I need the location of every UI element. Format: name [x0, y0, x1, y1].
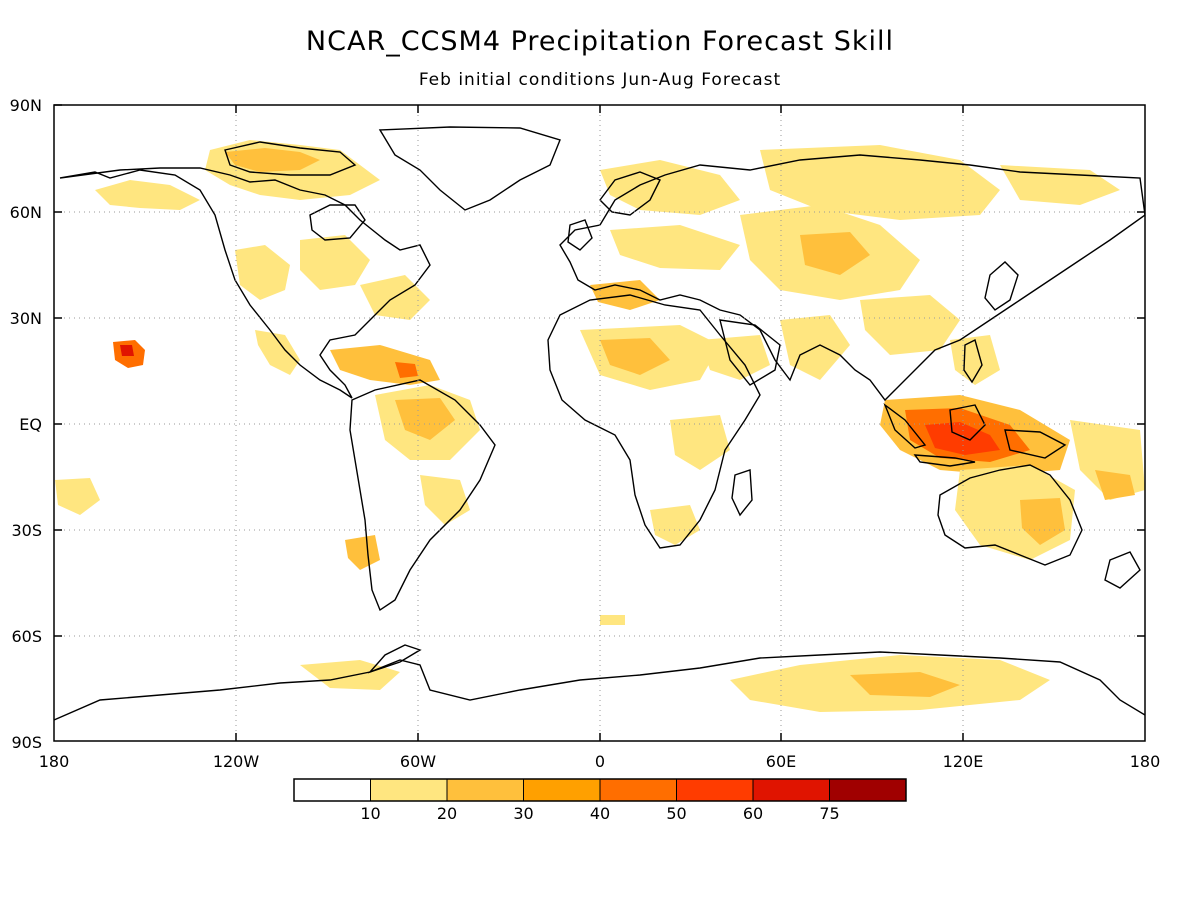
coast-madagascar: [731, 469, 753, 517]
map-title: NCAR_CCSM4 Precipitation Forecast Skill: [305, 26, 895, 57]
coast-japan: [984, 261, 1019, 311]
shading-antarctica-east-core: [850, 672, 960, 697]
shading-south-ocean: [600, 615, 625, 625]
shading-west-pacific-core: [1095, 470, 1135, 500]
shading-arctic-canada-core: [225, 148, 320, 172]
shading-mexico: [255, 330, 300, 375]
coast-borneo: [949, 404, 986, 441]
shading-alaska: [95, 180, 200, 210]
shading-indonesia-core: [925, 422, 1000, 455]
shading-philippines: [950, 335, 1000, 385]
skill-shading: [55, 140, 1145, 712]
coastlines: [54, 126, 1145, 721]
shading-hawaii-core: [120, 345, 134, 356]
shading-central-asia-core: [800, 232, 870, 275]
lon-labels: 180 120W 60W 0 60E 120E 180: [39, 752, 1161, 771]
lon-label: 60W: [400, 752, 436, 771]
coast-south-america: [349, 379, 496, 612]
lon-label: 0: [595, 752, 605, 771]
lat-label: 30N: [10, 309, 42, 328]
legend-label: 20: [437, 804, 457, 823]
lon-label: 120E: [943, 752, 984, 771]
coast-australia: [937, 464, 1083, 566]
shading-east-africa: [670, 415, 730, 470]
lat-label: 90S: [11, 733, 42, 752]
shading-east-siberia: [1000, 165, 1120, 205]
legend-label: 60: [743, 804, 763, 823]
coast-new-zealand: [1104, 551, 1141, 589]
legend-label: 40: [590, 804, 610, 823]
legend-swatch: [599, 778, 677, 802]
legend-label: 10: [360, 804, 380, 823]
coast-arabia: [719, 319, 781, 386]
legend-swatch: [370, 778, 448, 802]
legend-swatch: [523, 778, 601, 802]
map-subtitle: Feb initial conditions Jun-Aug Forecast: [418, 70, 782, 90]
shading-amazon-core: [395, 398, 455, 440]
lat-label: 60S: [11, 627, 42, 646]
legend-swatch: [829, 778, 907, 802]
lat-labels: 90N 60N 30N EQ 30S 60S 90S: [10, 96, 42, 752]
coast-antarctica: [54, 651, 1145, 721]
shading-caribbean-core: [395, 362, 418, 378]
legend-frame: [293, 778, 907, 802]
lon-label: 180: [39, 752, 70, 771]
gridlines: [54, 105, 1145, 741]
legend-swatch: [676, 778, 754, 802]
coast-africa: [547, 294, 761, 549]
legend-swatch: [293, 778, 371, 802]
shading-south-pacific: [55, 478, 100, 515]
coast-philippines: [963, 338, 983, 384]
legend-label: 50: [666, 804, 686, 823]
coast-sumatra: [883, 402, 927, 449]
coast-eurasia: [559, 154, 1145, 402]
shading-antarctica-west: [300, 660, 400, 690]
lat-label: 30S: [11, 521, 42, 540]
shading-siberia: [760, 145, 1000, 220]
shading-na-central: [300, 235, 370, 290]
coast-java: [913, 454, 976, 467]
lon-label: 120W: [213, 752, 260, 771]
shading-caribbean: [330, 345, 440, 385]
coast-british-isles: [567, 219, 593, 251]
coast-arctic-islands: [224, 141, 357, 176]
coast-greenland: [378, 126, 561, 211]
shading-south-brazil: [420, 475, 470, 525]
shading-arabia: [700, 335, 770, 380]
lon-label: 60E: [766, 752, 796, 771]
legend-label: 75: [819, 804, 839, 823]
lon-label: 180: [1130, 752, 1161, 771]
shading-china: [860, 295, 960, 355]
shading-sahel-core: [600, 338, 670, 375]
shading-argentina: [345, 535, 380, 570]
coast-north-america: [59, 167, 431, 399]
legend-swatch: [752, 778, 830, 802]
coast-antarctic-peninsula: [367, 644, 422, 674]
color-legend: 10 20 30 40 50 60 75: [293, 778, 907, 823]
shading-europe-central: [610, 225, 740, 270]
shading-australia-core: [1020, 498, 1065, 545]
tick-marks: [54, 104, 1145, 741]
lat-label: EQ: [19, 415, 42, 434]
legend-label: 30: [513, 804, 533, 823]
lat-label: 60N: [10, 203, 42, 222]
legend-swatch: [446, 778, 524, 802]
shading-na-west: [235, 245, 290, 300]
lat-label: 90N: [10, 96, 42, 115]
shading-south-africa: [650, 505, 700, 545]
coast-new-guinea: [1004, 429, 1067, 459]
coast-hudson-bay: [309, 204, 366, 241]
shading-europe-north: [600, 160, 740, 215]
